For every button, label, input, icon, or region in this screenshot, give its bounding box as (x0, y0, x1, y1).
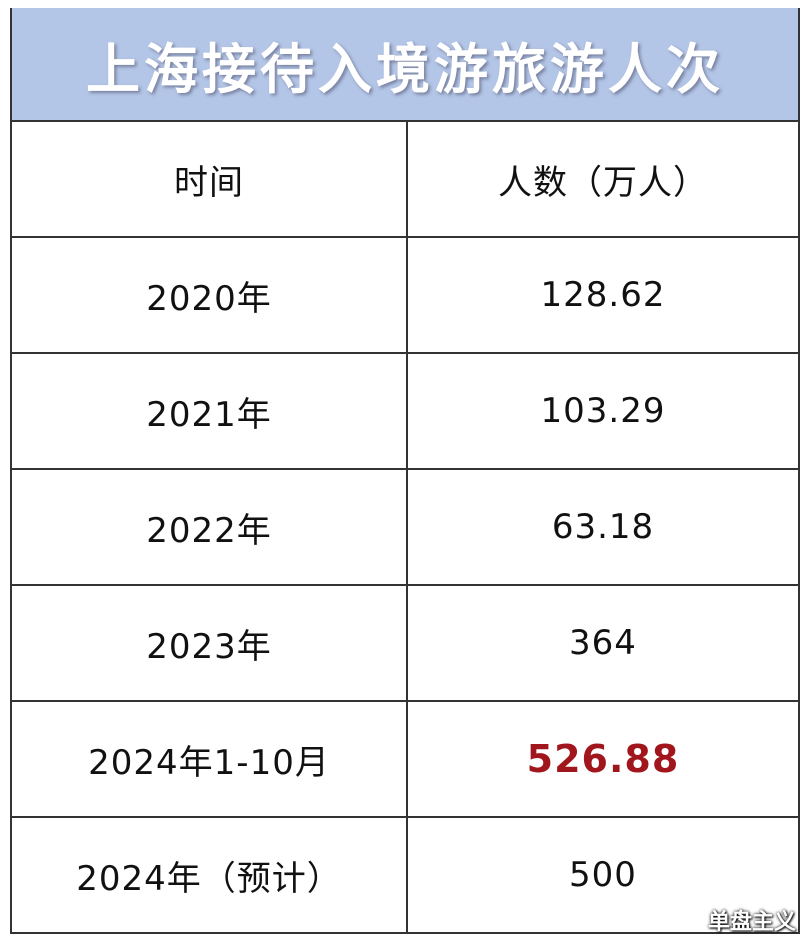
count-cell: 526.88 (407, 701, 798, 818)
table-body: 时间 人数（万人） 2020年 128.62 2021年 103.29 2022年 63.18… (12, 122, 798, 934)
table-title: 上海接待入境游旅游人次 (12, 8, 798, 122)
period-cell: 2024年（预计） (12, 817, 408, 934)
table-row: 2022年 63.18 (12, 469, 798, 586)
table-row: 2021年 103.29 (12, 353, 798, 470)
table-row: 2020年 128.62 (12, 237, 798, 354)
column-header: 人数（万人） (407, 122, 798, 238)
period-cell: 2024年1-10月 (12, 701, 408, 818)
table-row: 2024年1-10月 526.88 (12, 701, 798, 818)
column-header: 时间 (12, 122, 408, 238)
sheet: 上海接待入境游旅游人次 时间 人数（万人） 2020年 128.62 2021年 103.… (10, 8, 800, 934)
header-row: 时间 人数（万人） (12, 122, 798, 238)
period-cell: 2023年 (12, 585, 408, 702)
count-cell: 103.29 (407, 353, 798, 470)
table-row: 2023年 364 (12, 585, 798, 702)
period-cell: 2022年 (12, 469, 408, 586)
count-cell: 63.18 (407, 469, 798, 586)
watermark: 单盘主义 (707, 910, 796, 935)
table-row: 2024年（预计） 500 (12, 817, 798, 934)
count-cell: 128.62 (407, 237, 798, 354)
period-cell: 2021年 (12, 353, 408, 470)
count-cell: 500 (407, 817, 798, 934)
data-table: 时间 人数（万人） 2020年 128.62 2021年 103.29 2022年 63.18… (12, 122, 798, 934)
count-cell: 364 (407, 585, 798, 702)
period-cell: 2020年 (12, 237, 408, 354)
